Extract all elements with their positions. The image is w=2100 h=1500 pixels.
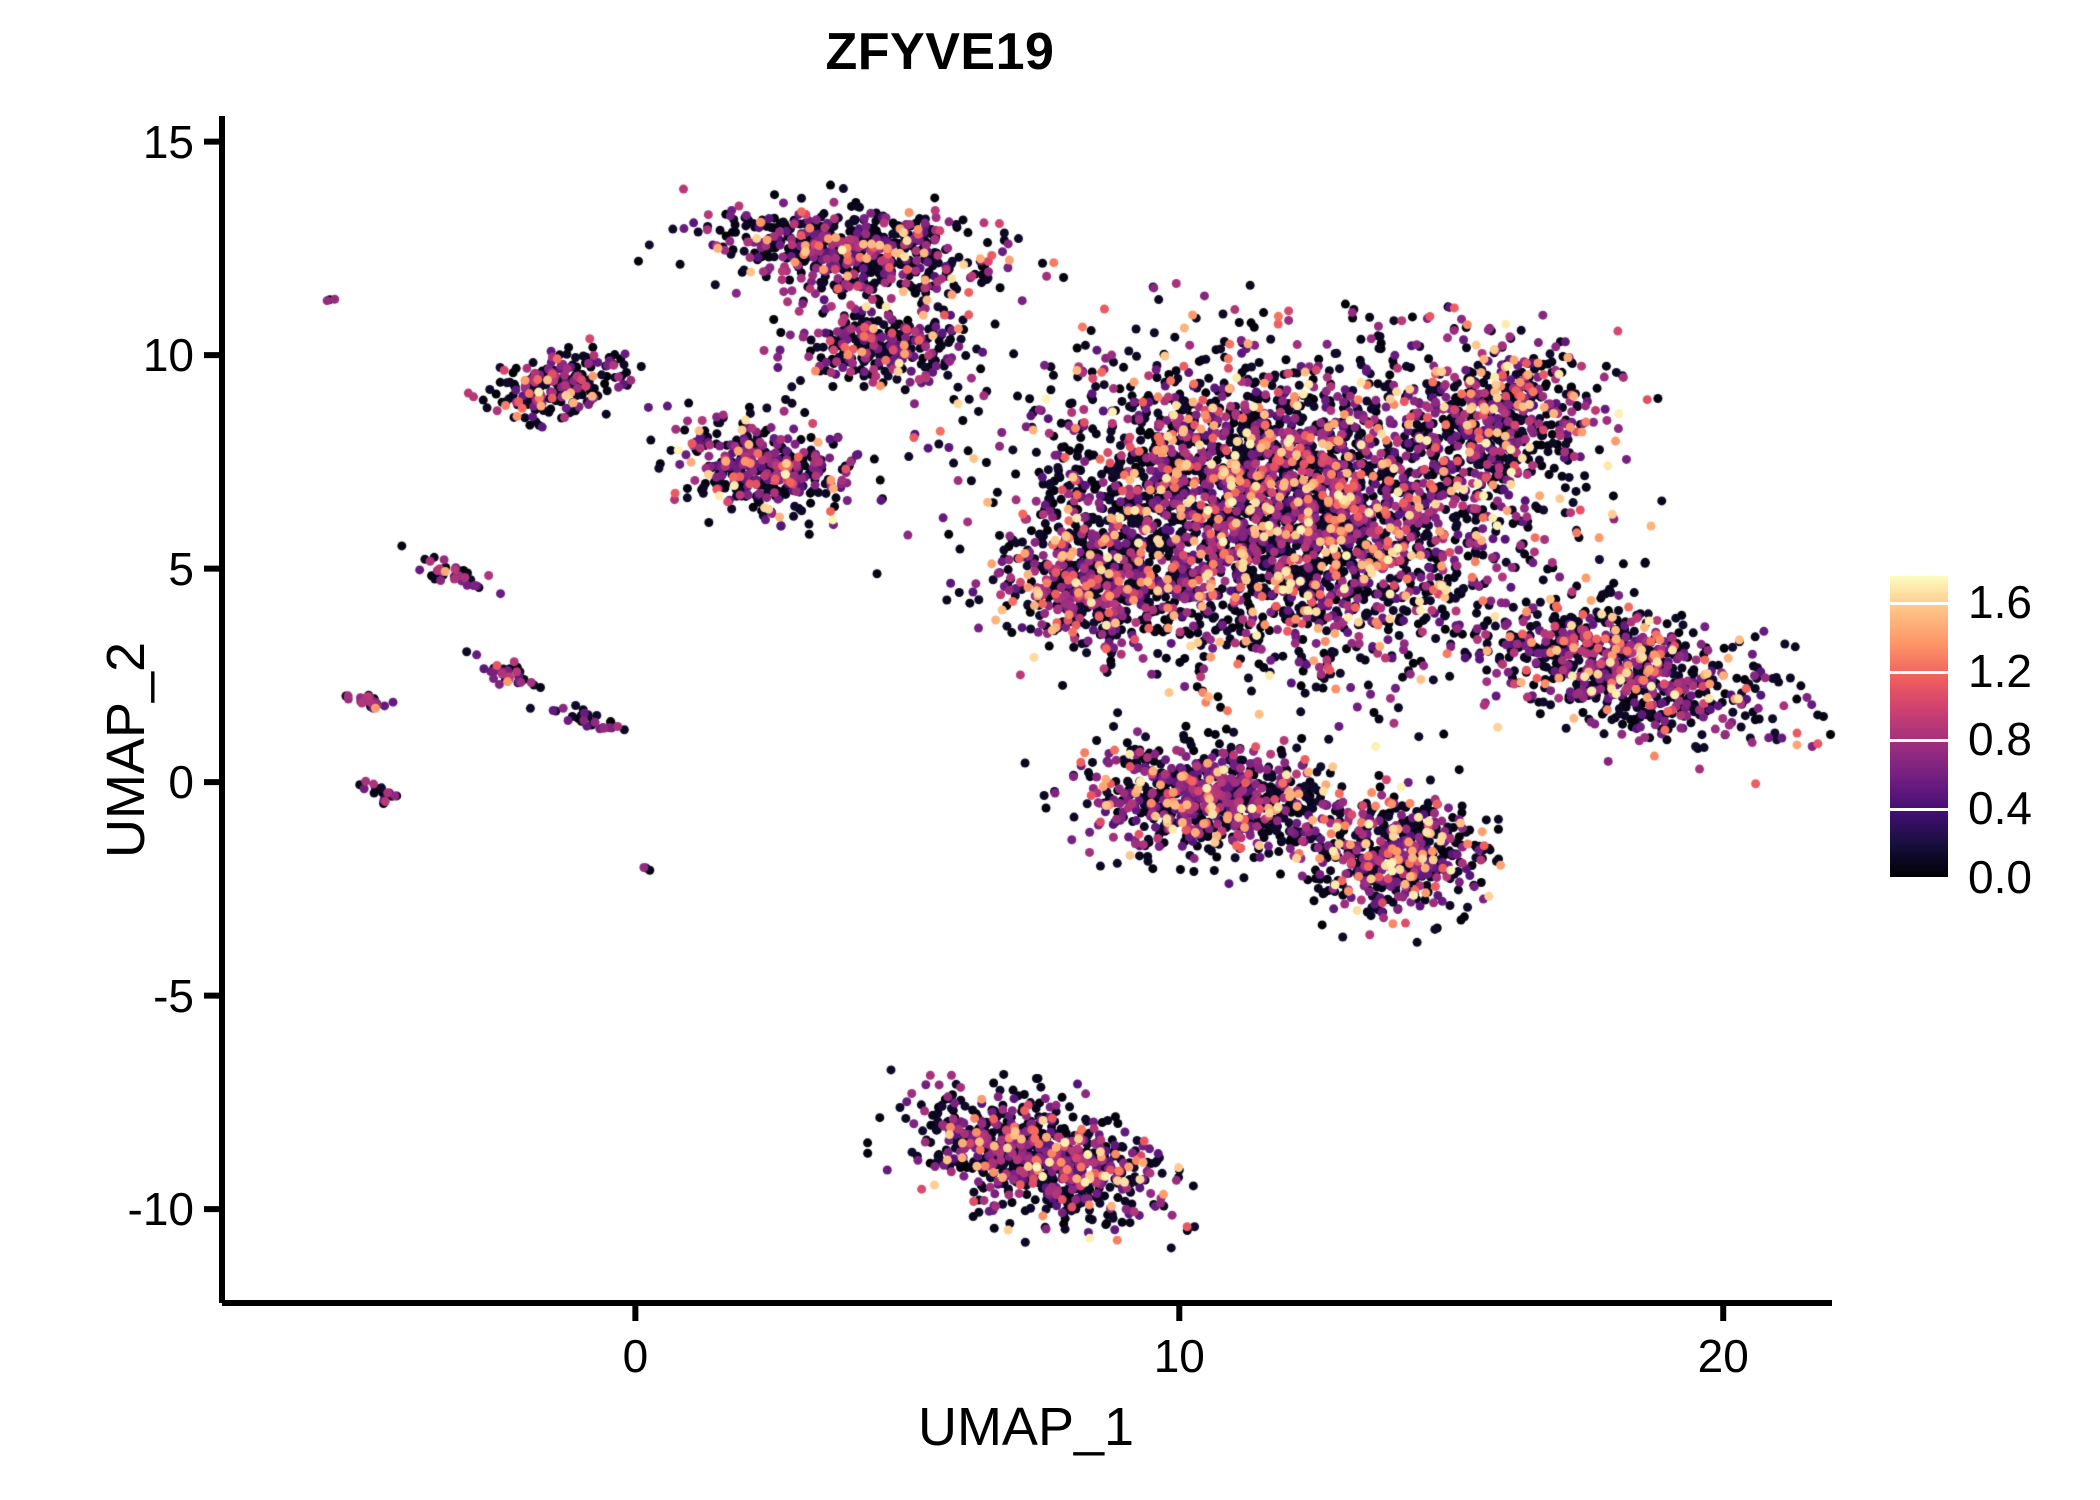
colorbar-label: 1.6: [1968, 575, 2032, 628]
colorbar-label: 0.4: [1968, 782, 2032, 835]
x-axis-title: UMAP_1: [917, 1397, 1135, 1457]
colorbar-tick-mark: [1890, 670, 1948, 674]
colorbar-legend: 1.6 1.2 0.8 0.4 0.0: [1890, 575, 2070, 900]
colorbar-tick-mark: [1890, 601, 1948, 605]
colorbar-label: 1.2: [1968, 644, 2032, 697]
x-tick-label: 10: [1153, 1330, 1205, 1382]
x-tick-label: 0: [622, 1330, 649, 1382]
y-tick-label: -5: [153, 969, 194, 1022]
y-axis-title: UMAP_2: [96, 641, 157, 859]
colorbar-tick-mark: [1890, 808, 1948, 812]
colorbar-gradient: [1890, 576, 1948, 878]
colorbar-tick-mark: [1890, 877, 1948, 880]
y-tick-label: -10: [127, 1183, 194, 1236]
colorbar-tick-mark: [1890, 739, 1948, 743]
y-tick-label: 10: [142, 329, 194, 382]
colorbar-label: 0.8: [1968, 713, 2032, 766]
y-tick-label: 15: [142, 115, 194, 168]
x-tick-label: 20: [1697, 1330, 1749, 1382]
colorbar-label: 0.0: [1968, 851, 2032, 903]
y-tick-label: 0: [168, 756, 194, 809]
y-tick-label: 5: [168, 542, 194, 595]
